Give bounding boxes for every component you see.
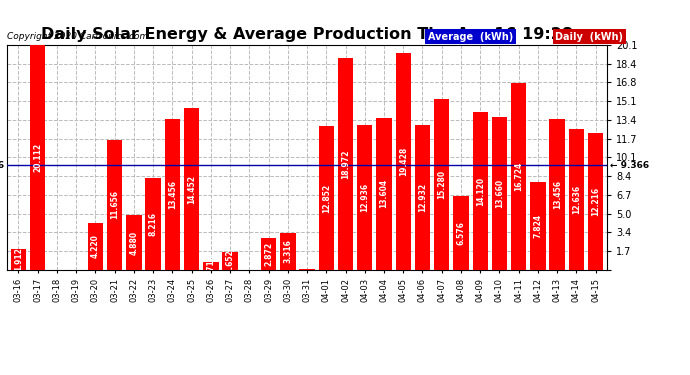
Bar [165,119,180,270]
Bar [473,112,488,270]
Bar [453,196,469,270]
Text: 14.452: 14.452 [187,175,196,204]
Text: 18.972: 18.972 [341,149,350,178]
Text: ← 9.366: ← 9.366 [610,160,649,170]
Text: 13.660: 13.660 [495,179,504,208]
Text: 2.872: 2.872 [264,242,273,266]
Bar [319,126,334,270]
Bar [357,125,373,270]
Bar [88,223,103,270]
Text: 6.576: 6.576 [457,221,466,245]
Text: ← 9.366: ← 9.366 [0,160,4,170]
Bar [434,99,449,270]
Bar [222,252,238,270]
Text: 15.280: 15.280 [437,170,446,199]
Bar [569,129,584,270]
Text: 13.456: 13.456 [553,180,562,209]
Text: 12.636: 12.636 [572,185,581,214]
Bar [11,249,26,270]
Bar [492,117,507,270]
Bar [107,140,122,270]
Bar [146,178,161,270]
Bar [530,182,546,270]
Text: 7.824: 7.824 [533,214,542,238]
Bar [261,238,276,270]
Text: 4.880: 4.880 [130,231,139,255]
Title: Daily Solar Energy & Average Production Thu Apr 16 19:28: Daily Solar Energy & Average Production … [41,27,573,42]
Text: 20.112: 20.112 [33,143,42,172]
Bar [376,118,392,270]
Text: 1.652: 1.652 [226,249,235,273]
Bar [299,269,315,270]
Text: 12.216: 12.216 [591,187,600,216]
Text: Average  (kWh): Average (kWh) [428,32,513,42]
Text: 14.120: 14.120 [475,176,484,206]
Text: 11.656: 11.656 [110,190,119,219]
Bar [549,119,565,270]
Bar [395,53,411,270]
Text: Daily  (kWh): Daily (kWh) [555,32,624,42]
Bar [126,215,141,270]
Bar [203,262,219,270]
Text: 3.316: 3.316 [284,240,293,263]
Text: 13.604: 13.604 [380,179,388,209]
Text: 16.724: 16.724 [514,162,523,191]
Text: 12.936: 12.936 [360,183,369,212]
Bar [338,58,353,270]
Text: 12.932: 12.932 [418,183,427,212]
Text: 4.220: 4.220 [91,234,100,258]
Bar [280,233,295,270]
Text: 12.852: 12.852 [322,183,331,213]
Text: 19.428: 19.428 [399,147,408,176]
Text: Copyright 2020 Cartronics.com: Copyright 2020 Cartronics.com [7,32,148,41]
Text: 1.912: 1.912 [14,248,23,271]
Bar [30,45,46,270]
Text: 0.716: 0.716 [206,254,215,278]
Bar [511,83,526,270]
Bar [588,133,603,270]
Text: 13.456: 13.456 [168,180,177,209]
Bar [184,108,199,270]
Bar [415,125,430,270]
Text: 8.216: 8.216 [148,212,157,236]
